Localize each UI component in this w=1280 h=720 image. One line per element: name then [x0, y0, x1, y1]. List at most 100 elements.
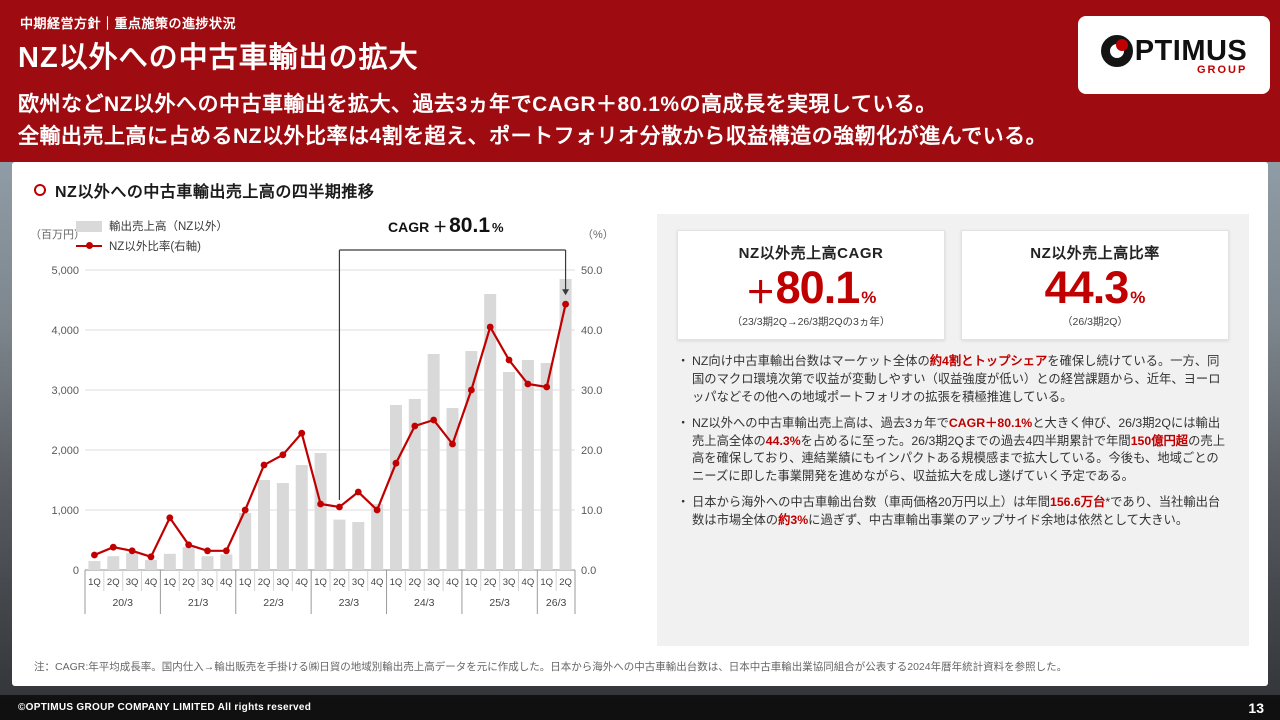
section-title: NZ以外への中古車輸出売上高の四半期推移: [55, 184, 375, 201]
bullet-text: 日本から海外への中古車輸出台数（車両価格20万円以上）は年間156.6万台*であ…: [692, 495, 1221, 527]
bullet-item: ・ 日本から海外への中古車輸出台数（車両価格20万円以上）は年間156.6万台*…: [677, 494, 1229, 530]
footer-bar: ©OPTIMUS GROUP COMPANY LIMITED All right…: [0, 695, 1280, 720]
bar: [559, 279, 572, 570]
x-axis-quarter-label: 3Q: [352, 577, 365, 588]
x-axis-year-label: 21/3: [188, 597, 209, 609]
x-axis-quarter-label: 1Q: [88, 577, 101, 588]
bar: [201, 556, 214, 570]
bar: [314, 453, 327, 570]
x-axis-quarter-label: 1Q: [465, 577, 478, 588]
line-point: [505, 356, 513, 364]
line-point: [543, 383, 551, 391]
line-point: [317, 500, 324, 508]
line-point: [486, 323, 494, 331]
card-title: NZ以外売上高比率: [1030, 245, 1160, 262]
stat-cards: NZ以外売上高CAGR ＋ 80.1 % （23/3期2Q→26/3期2Qの3ヵ…: [657, 214, 1249, 341]
x-axis-quarter-label: 2Q: [408, 577, 421, 588]
cagr-arrowhead-icon: [562, 289, 570, 296]
card-value: 80.1: [775, 262, 861, 313]
x-axis-quarter-label: 1Q: [239, 577, 252, 588]
section-marker-icon: [34, 184, 46, 196]
page-number: 13: [1248, 699, 1264, 716]
logo-wordmark: PTIMUS: [1134, 34, 1248, 67]
line-point: [354, 488, 362, 496]
bar: [107, 556, 120, 570]
legend-line-swatch-icon: [76, 242, 102, 250]
y-axis-left-tick: 5,000: [51, 265, 79, 277]
x-axis-quarter-label: 2Q: [107, 577, 120, 588]
line-point: [204, 547, 211, 555]
legend-label-line: NZ以外比率(右軸): [109, 241, 201, 253]
card-caption: （23/3期2Q→26/3期2Qの3ヵ年）: [731, 316, 891, 329]
bar: [521, 360, 534, 570]
legend-line-marker-icon: [86, 242, 93, 250]
bullet-marker: ・: [677, 495, 690, 510]
line-point: [166, 514, 174, 522]
line-point: [241, 506, 249, 514]
y-axis-right-tick: 50.0: [581, 265, 602, 277]
bar: [427, 354, 440, 570]
line-point: [411, 422, 419, 430]
x-axis-year-label: 25/3: [489, 597, 510, 609]
x-axis-quarter-label: 1Q: [314, 577, 327, 588]
y-axis-right-tick: 30.0: [581, 385, 602, 397]
stat-card-cagr: NZ以外売上高CAGR ＋ 80.1 % （23/3期2Q→26/3期2Qの3ヵ…: [677, 230, 945, 341]
card-value: 44.3: [1044, 262, 1130, 313]
x-axis-year-label: 26/3: [546, 597, 567, 609]
legend-label-bars: 輸出売上高（NZ以外）: [109, 221, 228, 233]
line-point: [392, 459, 400, 467]
line-point: [336, 503, 343, 511]
line-point: [222, 547, 230, 555]
stat-card-ratio: NZ以外売上高比率 44.3 % （26/3期2Q）: [961, 230, 1229, 341]
y-axis-right-tick: 40.0: [581, 325, 602, 337]
bullet-item: ・ NZ以外への中古車輸出売上高は、過去3ヵ年でCAGR＋80.1%と大きく伸び…: [677, 415, 1229, 486]
card-value-sign: ＋: [745, 277, 776, 310]
bar: [276, 483, 289, 570]
line-point: [91, 551, 98, 559]
x-axis-quarter-label: 4Q: [220, 577, 233, 588]
subtitle-line-2: 全輸出売上高に占めるNZ以外比率は4割を超え、ポートフォリオ分散から収益構造の強…: [18, 125, 1048, 148]
cagr-value: 80.1: [449, 214, 490, 237]
logo-dot-icon: [1115, 39, 1128, 51]
stats-sidebar: NZ以外売上高CAGR ＋ 80.1 % （23/3期2Q→26/3期2Qの3ヵ…: [657, 214, 1249, 646]
x-axis-quarter-label: 4Q: [371, 577, 384, 588]
quarterly-chart: （百万円） （%） 輸出売上高（NZ以外） NZ以外比率(右軸) CAGR ＋ …: [30, 214, 650, 624]
card-value-row: 44.3 %: [966, 262, 1224, 313]
optimus-logo: PTIMUS GROUP: [1078, 16, 1270, 94]
card-value-unit: %: [861, 288, 877, 307]
bullet-text: NZ以外への中古車輸出売上高は、過去3ヵ年でCAGR＋80.1%と大きく伸び、2…: [692, 415, 1226, 484]
right-axis-unit: （%）: [582, 229, 614, 241]
line-point: [185, 541, 193, 549]
cagr-unit: %: [492, 220, 504, 235]
y-axis-left-tick: 0: [73, 565, 79, 577]
bullet-marker: ・: [677, 415, 690, 430]
line-point: [128, 547, 136, 555]
x-axis-quarter-label: 3Q: [503, 577, 516, 588]
bar: [182, 547, 195, 570]
line-point: [147, 553, 155, 561]
chart-legend: 輸出売上高（NZ以外） NZ以外比率(右軸): [76, 216, 228, 256]
x-axis-quarter-label: 2Q: [258, 577, 271, 588]
bar: [333, 519, 346, 570]
x-axis-quarter-label: 1Q: [390, 577, 403, 588]
ratio-line: [94, 303, 567, 559]
x-axis-quarter-label: 4Q: [295, 577, 308, 588]
x-axis-quarter-label: 4Q: [446, 577, 459, 588]
legend-bar-swatch-icon: [76, 220, 102, 232]
bullet-text: NZ向け中古車輸出台数はマーケット全体の約4割とトップシェアを確保し続けている。…: [692, 354, 1221, 404]
card-title: NZ以外売上高CAGR: [738, 245, 884, 262]
chart-canvas: 0 1,000 2,000 3,000 4,000 5,000 0.0 10.0 20.0 30.…: [51, 249, 602, 614]
line-point: [260, 461, 268, 469]
card-value-row: ＋ 80.1 %: [682, 262, 940, 313]
content-panel: NZ以外への中古車輸出売上高の四半期推移 （百万円） （%） 輸出売上高（NZ以…: [12, 162, 1268, 686]
bar: [239, 513, 252, 570]
x-axis-quarter-label: 2Q: [559, 577, 572, 588]
x-axis-quarter-label: 4Q: [145, 577, 158, 588]
bar: [503, 372, 516, 570]
cagr-annotation-label: CAGR ＋ 80.1 %: [388, 214, 504, 238]
bar: [484, 294, 497, 570]
page-title: NZ以外への中古車輸出の拡大: [18, 42, 419, 74]
y-axis-right-tick: 0.0: [581, 565, 596, 577]
header-band: 中期経営方針｜重点施策の進捗状況 NZ以外への中古車輸出の拡大 欧州などNZ以外…: [0, 0, 1280, 162]
bar: [389, 405, 402, 570]
